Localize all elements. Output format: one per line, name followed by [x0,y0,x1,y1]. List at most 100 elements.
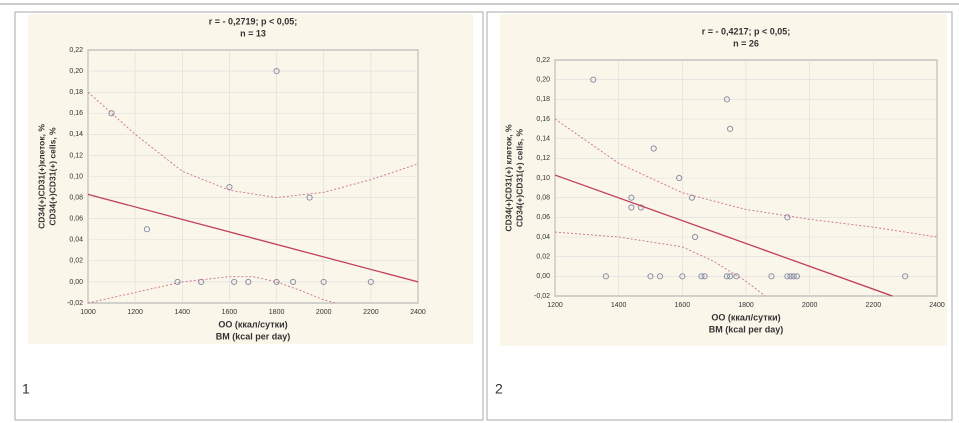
data-point [768,273,775,280]
x-tick-label: 1400 [611,302,627,309]
data-point [723,96,731,103]
x-axis-label: BM (kcal per day) [216,331,291,341]
y-tick-label: 0,02 [536,254,550,261]
data-point [367,278,374,286]
x-tick-label: 1200 [547,302,563,309]
chart-subtitle: n = 26 [733,38,759,48]
y-tick-label: 0,14 [536,136,550,143]
y-axis-label: CD34(+)CD31(+) cells, % [514,128,524,227]
data-point [273,67,280,75]
y-tick-label: 0,08 [536,195,550,202]
y-tick-label: 0,06 [536,214,550,221]
data-point [174,278,181,286]
data-point [306,194,313,201]
data-point [787,273,794,280]
data-point [793,273,801,280]
fit-line [87,193,419,283]
chart-title: r = - 0,4217; p < 0,05; [702,26,791,36]
y-tick-label: 0,02 [69,258,83,265]
y-tick-label: 0,06 [69,216,83,223]
data-point [676,174,683,182]
x-tick-label: 1800 [269,309,285,316]
data-point [245,278,252,286]
x-tick-label: 2000 [316,309,332,316]
data-point [701,273,708,280]
data-point [226,183,233,191]
y-tick-label: 0,00 [536,273,550,280]
data-point [656,273,664,280]
data-point [289,278,297,286]
x-tick-label: 2200 [866,302,882,309]
x-axis-label: BM (kcal per day) [709,324,784,334]
data-point [784,273,791,280]
data-point [628,194,635,201]
data-point [637,204,645,211]
panel-number: 2 [495,381,503,397]
fit-line [554,174,893,297]
fit-line [87,91,419,199]
fit-line [87,276,336,304]
x-tick-label: 1600 [675,302,691,309]
y-tick-label: 0,16 [69,110,83,117]
x-axis-label: ОО (ккал/сутки) [711,312,780,322]
y-tick-label: 0,04 [536,234,550,241]
y-tick-label: 0,14 [69,131,83,138]
y-tick-label: 0,18 [536,96,550,103]
x-tick-label: 1000 [80,309,96,316]
y-tick-label: 0,22 [69,47,83,54]
data-point [647,273,654,280]
x-tick-label: 2400 [929,302,945,309]
data-point [679,273,686,280]
y-tick-label: 0,22 [536,57,550,64]
data-point [902,273,909,280]
data-point [733,273,740,280]
data-point [320,278,327,286]
data-point [698,273,705,280]
x-tick-label: 1800 [738,302,754,309]
y-tick-label: 0,16 [536,116,550,123]
data-point [231,278,238,286]
y-axis-label: CD34(+)CD31(+)клеток, % [36,124,46,229]
data-point [790,273,797,280]
x-tick-label: 1400 [174,309,190,316]
y-tick-label: 0,12 [69,152,83,159]
chart-subtitle: n = 13 [240,28,266,38]
y-tick-label: 0,10 [536,175,550,182]
x-axis-label: ОО (ккал/сутки) [218,319,287,329]
data-point [590,76,597,83]
data-point [143,226,151,233]
fit-line [554,118,938,238]
y-tick-label: 0,00 [69,279,83,286]
y-axis-label: CD34(+)CD31(+) клеток, % [503,124,513,232]
y-tick-label: -0,02 [67,300,83,307]
data-point [198,278,205,286]
y-tick-label: 0,04 [69,237,83,244]
y-tick-label: 0,18 [69,89,83,96]
data-point [602,273,610,280]
data-point [650,145,657,152]
y-tick-label: 0,20 [536,77,550,84]
x-tick-label: 1600 [222,309,238,316]
data-point [628,204,635,211]
fit-line [554,231,766,297]
chart-title: r = - 0,2719; p < 0,05; [209,16,298,26]
data-point [691,233,699,241]
y-tick-label: -0,02 [534,293,550,300]
data-point [108,110,115,117]
x-tick-label: 2200 [363,309,379,316]
x-tick-label: 2000 [802,302,818,309]
data-point [726,125,734,132]
y-axis-label: CD34(+)CD31(+) cells, % [47,127,57,226]
y-tick-label: 0,12 [536,155,550,162]
x-tick-label: 1200 [127,309,143,316]
x-tick-label: 2400 [410,309,426,316]
y-tick-label: 0,10 [69,173,83,180]
data-point [726,273,734,280]
panel-number: 1 [22,381,30,397]
y-tick-label: 0,20 [69,68,83,75]
data-point [723,273,731,280]
y-tick-label: 0,08 [69,194,83,201]
data-point [273,278,280,286]
data-point [784,214,791,221]
